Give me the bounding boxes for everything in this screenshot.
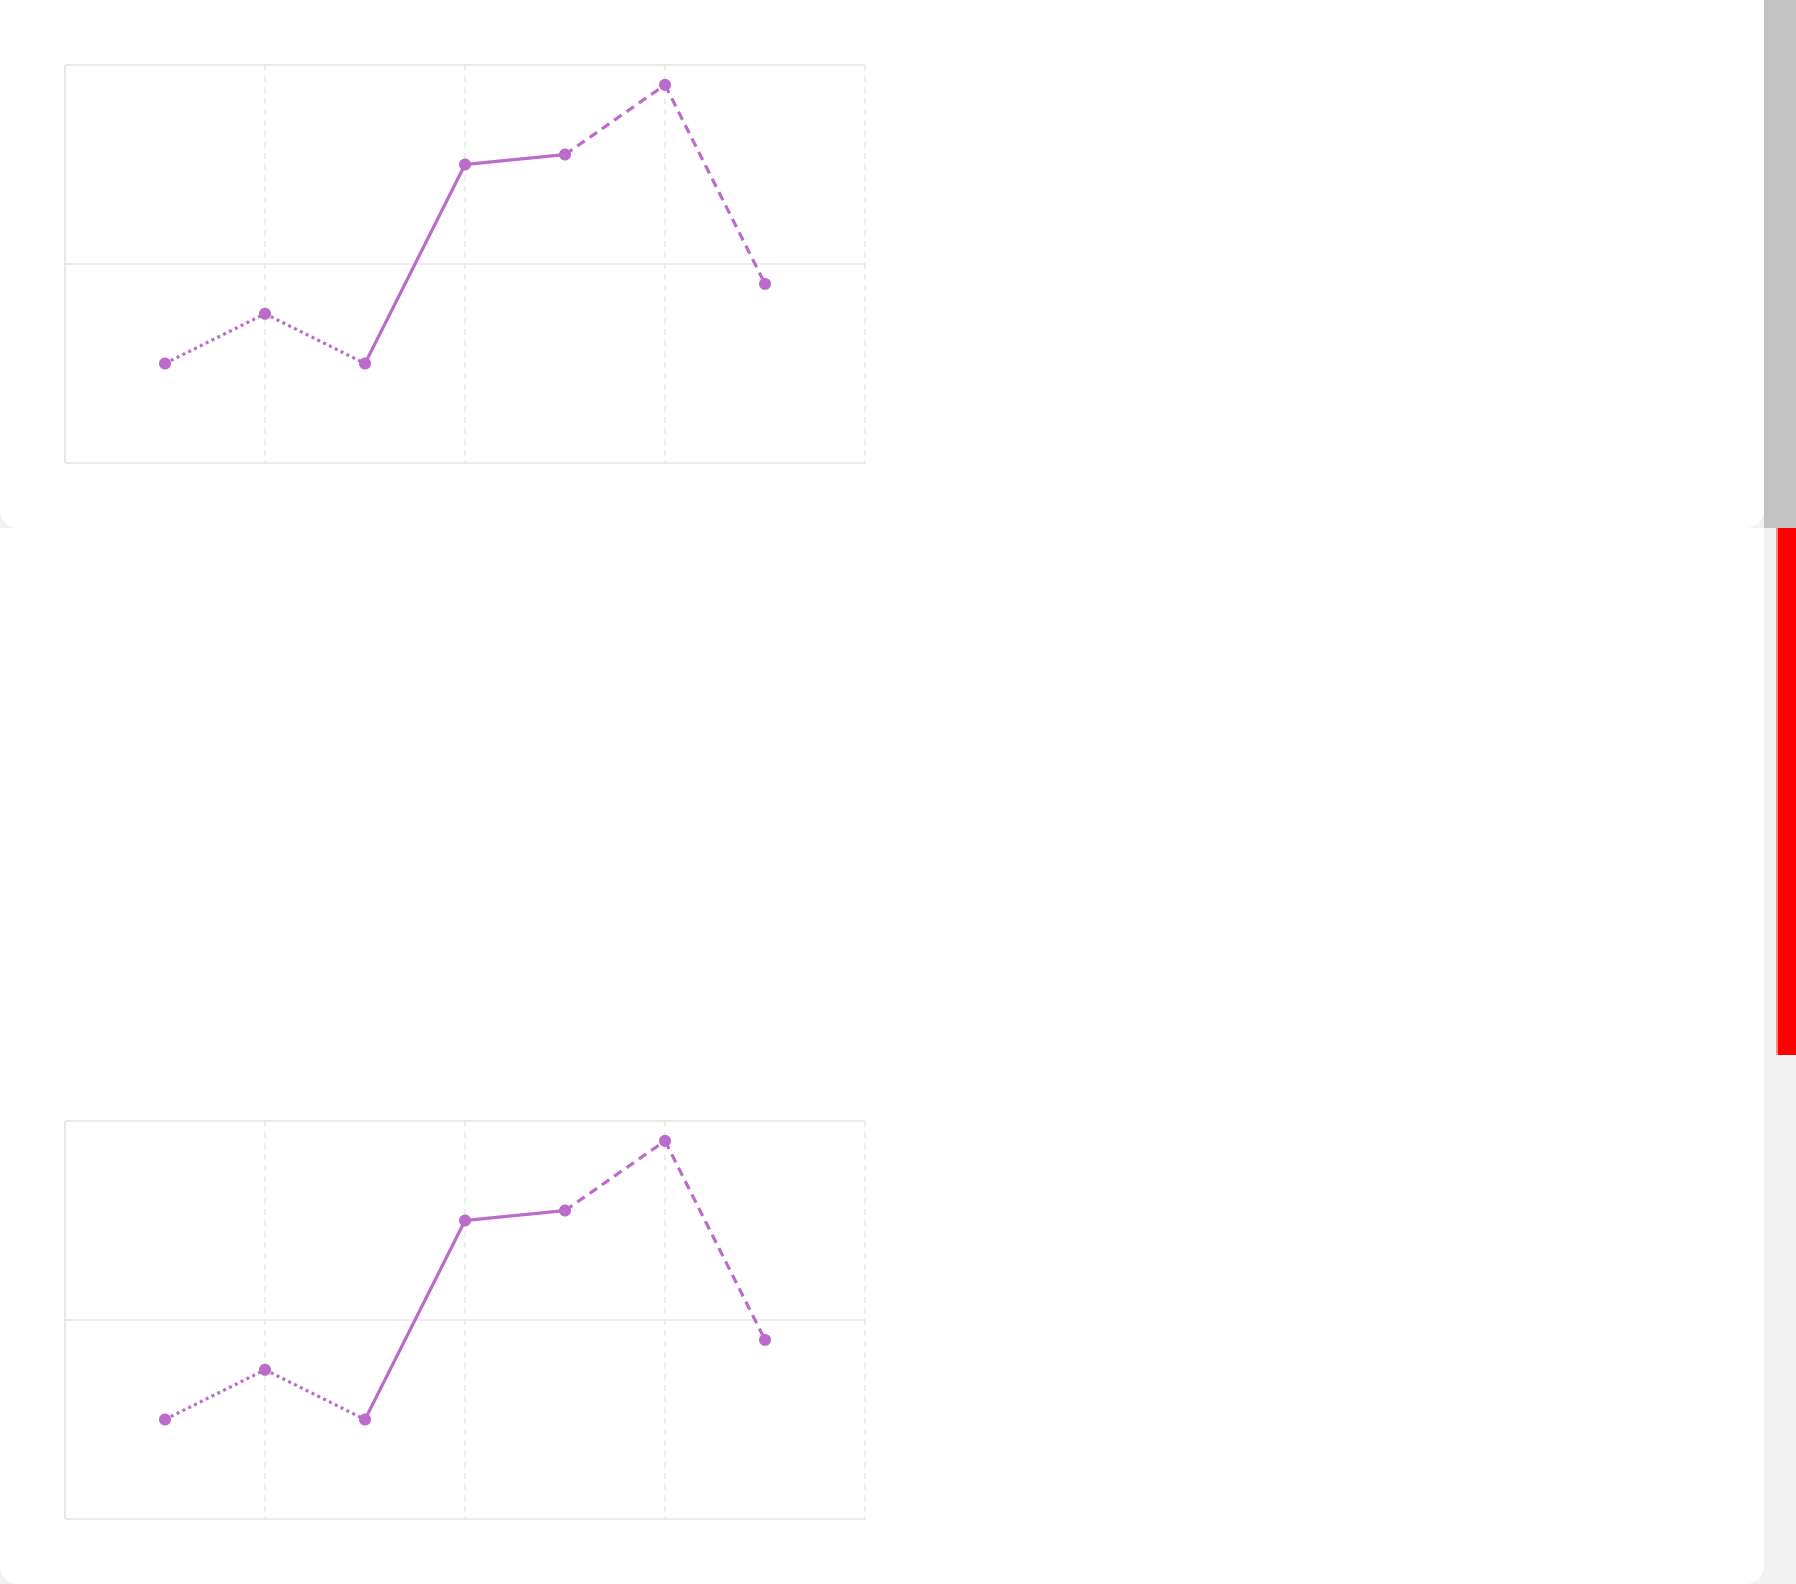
series-segment-2 <box>264 312 366 365</box>
data-point-7 <box>759 1333 771 1346</box>
series-segment-2 <box>264 1368 366 1421</box>
series-segment-3 <box>363 163 467 365</box>
data-point-5 <box>559 1204 571 1217</box>
series-segment-3 <box>363 1219 467 1421</box>
series-segment-4 <box>464 1208 566 1223</box>
series-segment-5 <box>564 83 666 156</box>
data-point-4 <box>459 1214 471 1227</box>
grid <box>64 1120 866 1520</box>
series-segment-6 <box>663 84 767 285</box>
data-point-4 <box>459 158 471 171</box>
series-segment-4 <box>464 152 566 167</box>
series-1 <box>159 78 771 370</box>
data-point-3 <box>359 1413 371 1426</box>
chart-card-bottom <box>0 528 1764 1584</box>
line-chart-bottom <box>64 1120 866 1520</box>
data-point-7 <box>759 277 771 290</box>
series-segment-6 <box>663 1140 767 1341</box>
data-point-1 <box>159 357 171 370</box>
series-segment-1 <box>164 1368 266 1421</box>
data-point-1 <box>159 1413 171 1426</box>
data-point-2 <box>259 307 271 320</box>
grid <box>64 64 866 464</box>
series-segment-1 <box>164 312 266 365</box>
scrollbar-track[interactable] <box>1764 0 1796 528</box>
series-segment-5 <box>564 1139 666 1212</box>
scroll-marker-edge <box>1776 528 1778 1055</box>
data-point-6 <box>659 78 671 91</box>
data-point-3 <box>359 357 371 370</box>
scroll-marker[interactable] <box>1778 528 1796 1055</box>
data-point-2 <box>259 1363 271 1376</box>
series-1 <box>159 1134 771 1426</box>
line-chart-top <box>64 64 866 464</box>
data-point-5 <box>559 148 571 161</box>
data-point-6 <box>659 1134 671 1147</box>
chart-card-top <box>0 0 1764 528</box>
